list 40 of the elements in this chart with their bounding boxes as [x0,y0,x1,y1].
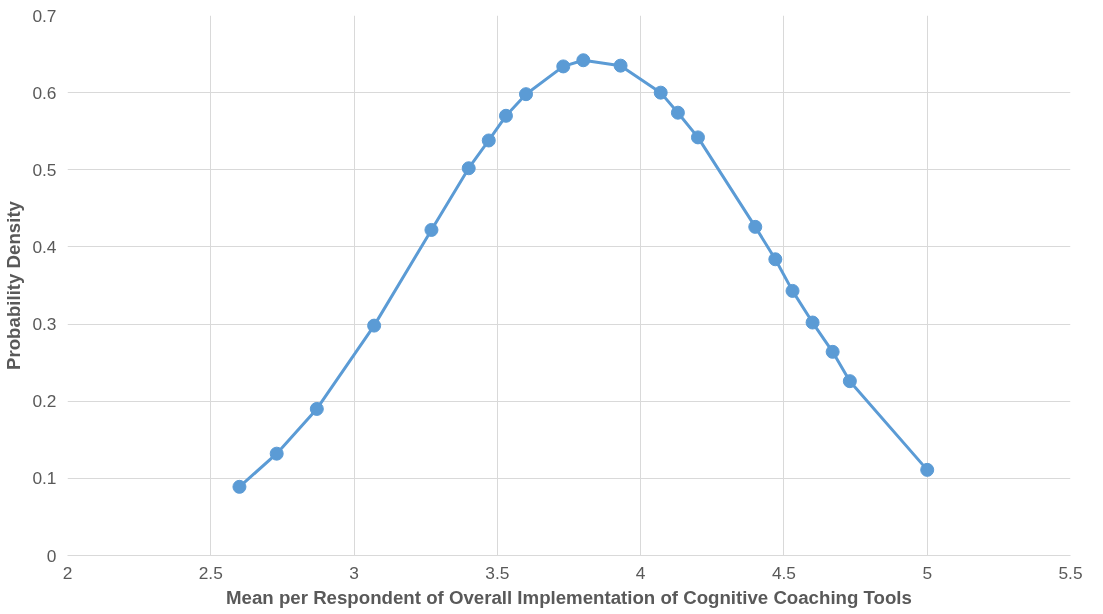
x-tick-label: 5.5 [1058,562,1083,583]
y-tick-label: 0.7 [32,5,57,26]
x-tick-label: 4.5 [771,562,796,583]
point [576,53,591,68]
point [670,105,685,120]
y-tick-label: 0.5 [32,159,57,180]
point [481,133,496,148]
point [920,462,935,477]
x-tick-label: 4 [635,562,646,583]
point [748,219,763,234]
y-tick-label: 0 [46,545,57,566]
y-tick-label: 0.4 [32,236,57,257]
y-tick-label: 0.6 [32,82,57,103]
point [613,58,628,73]
point [842,374,857,389]
point [805,315,820,330]
point [690,130,705,145]
point [232,479,247,494]
x-axis-title: Mean per Respondent of Overall Implementation of Cognitive Coaching Tools [226,586,912,608]
x-tick-label: 2 [62,562,73,583]
point [519,87,534,102]
x-tick-label: 5 [922,562,933,583]
point [367,318,382,333]
y-tick-label: 0.3 [32,314,57,335]
point [269,446,284,461]
y-axis-title: Probability Density [3,200,25,370]
x-tick-label: 3 [349,562,359,583]
point [768,252,783,267]
y-tick-label: 0.1 [32,468,57,489]
x-tick-label: 2.5 [198,562,223,583]
point [498,108,513,123]
point [424,222,439,237]
point [461,161,476,176]
point [653,85,668,100]
x-tick-label: 3.5 [485,562,510,583]
point [825,344,840,359]
y-tick-label: 0.2 [32,391,57,412]
point [309,401,324,416]
point [556,59,571,74]
point [785,283,800,298]
